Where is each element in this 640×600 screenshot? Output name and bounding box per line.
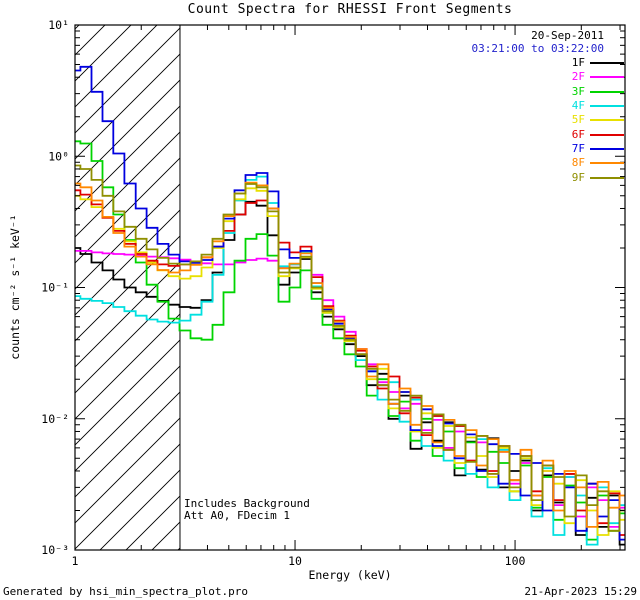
legend-label-5F: 5F	[571, 113, 585, 127]
legend-swatch-4F	[590, 105, 624, 108]
legend-item-3F: 3F	[571, 84, 624, 98]
generated-by-text: Generated by hsi_min_spectra_plot.pro	[3, 585, 249, 598]
legend-label-4F: 4F	[571, 99, 585, 113]
legend-item-4F: 4F	[572, 100, 624, 112]
legend-item-5F: 5F	[572, 114, 624, 126]
legend-item-8F: 8F	[572, 157, 624, 169]
series-line-9F	[75, 164, 625, 532]
series-layer	[75, 65, 625, 546]
legend-label-7F: 7F	[571, 141, 585, 155]
y-tick-label: 10¹	[48, 18, 69, 32]
x-tick-label: 1	[72, 554, 79, 568]
series-line-6F	[75, 189, 625, 536]
y-tick-label: 10⁻¹	[41, 281, 69, 295]
legend-label-3F: 3F	[571, 84, 585, 98]
render-timestamp: 21-Apr-2023 15:29	[524, 585, 637, 598]
legend-label-1F: 1F	[571, 56, 585, 70]
series-line-8F	[75, 181, 625, 528]
chart-title: Count Spectra for RHESSI Front Segments	[187, 2, 513, 17]
x-tick-label: 100	[505, 554, 526, 568]
legend-item-6F: 6F	[572, 128, 624, 140]
legend-item-9F: 9F	[572, 171, 624, 183]
legend-swatch-9F	[590, 176, 624, 179]
legend-swatch-5F	[590, 119, 624, 122]
legend-swatch-6F	[590, 133, 624, 136]
legend-label-6F: 6F	[571, 127, 585, 141]
background-note: Includes Background	[184, 497, 310, 510]
series-line-7F	[75, 65, 625, 541]
legend-item-1F: 1F	[572, 57, 624, 69]
legend: 1F 2F 3F 4F 5F 6F 7F 8F 9F	[572, 57, 624, 184]
attenuator-note: Att A0, FDecim 1	[184, 509, 290, 522]
legend-label-8F: 8F	[571, 156, 585, 170]
tick-label-layer: 1 10 100 10¹ 10⁰ 10⁻¹ 10⁻² 10⁻³	[41, 18, 525, 568]
y-tick-label: 10⁻²	[41, 412, 69, 426]
legend-label-2F: 2F	[571, 70, 585, 84]
legend-label-9F: 9F	[571, 170, 585, 184]
legend-swatch-1F	[590, 62, 624, 65]
legend-swatch-8F	[590, 162, 624, 165]
x-axis-label: Energy (keV)	[308, 568, 392, 582]
legend-swatch-3F	[590, 90, 624, 93]
y-tick-label: 10⁻³	[41, 543, 69, 557]
observation-date: 20-Sep-2011	[531, 29, 604, 42]
x-tick-label: 10	[288, 554, 302, 568]
legend-item-2F: 2F	[572, 71, 624, 83]
y-axis-label: counts cm⁻² s⁻¹ keV⁻¹	[8, 214, 22, 360]
legend-swatch-7F	[590, 147, 624, 150]
y-tick-label: 10⁰	[48, 149, 69, 163]
series-line-3F	[75, 140, 625, 541]
legend-item-7F: 7F	[571, 141, 624, 155]
axes-layer	[74, 24, 626, 551]
observation-time-range: 03:21:00 to 03:22:00	[471, 42, 604, 55]
legend-swatch-2F	[590, 76, 624, 79]
